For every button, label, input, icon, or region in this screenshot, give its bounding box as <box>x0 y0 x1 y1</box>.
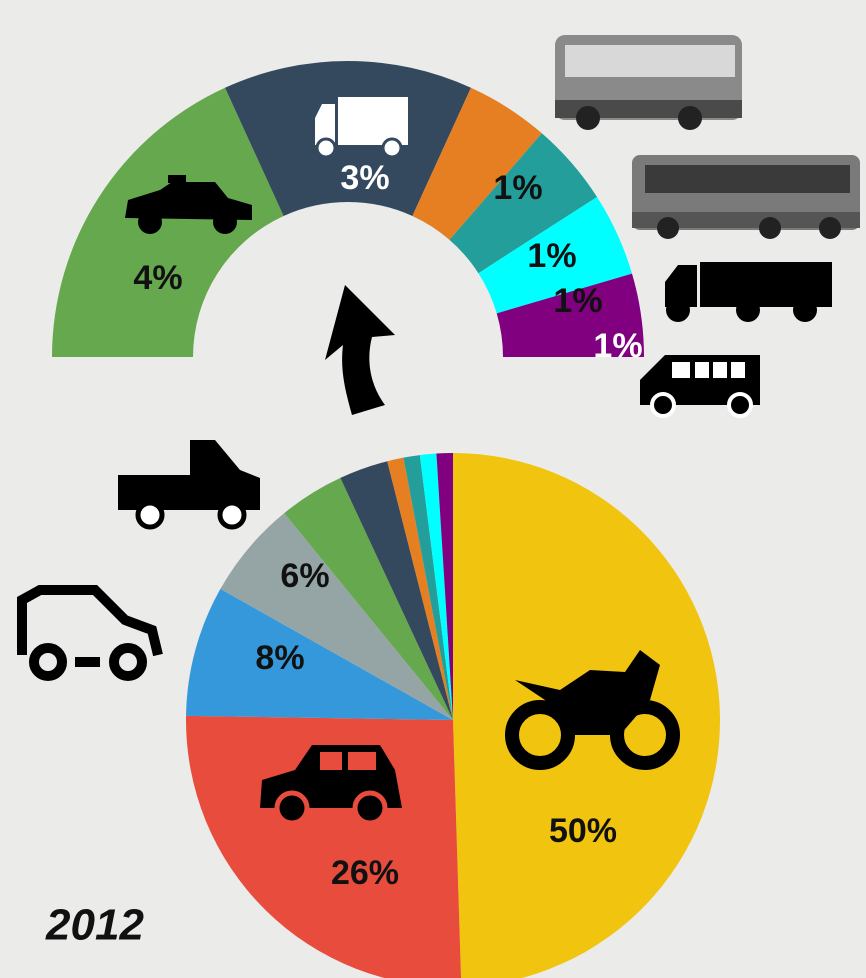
value-label: 1% <box>493 169 542 207</box>
slice <box>419 453 453 720</box>
value-label: 50% <box>549 812 617 850</box>
minibus-icon <box>640 355 760 418</box>
slice <box>403 455 453 720</box>
slice <box>284 477 453 720</box>
slice <box>436 453 453 720</box>
taxi-icon <box>125 175 252 234</box>
slice <box>340 461 453 720</box>
slice <box>496 273 644 357</box>
value-label: 4% <box>133 259 182 297</box>
slice <box>449 133 598 274</box>
suv-icon <box>17 585 163 681</box>
slice <box>387 457 453 720</box>
value-label: 1% <box>593 327 642 365</box>
value-label: 1% <box>553 282 602 320</box>
pickup-icon <box>118 440 260 530</box>
slice <box>220 513 453 720</box>
value-label: 6% <box>280 557 329 595</box>
slice <box>186 588 453 720</box>
slice <box>412 87 542 240</box>
value-label: 1% <box>527 237 576 275</box>
value-label: 8% <box>255 639 304 677</box>
bus-icon <box>555 35 742 130</box>
slice <box>478 196 633 314</box>
slice <box>52 87 284 357</box>
truck-icon <box>315 97 408 159</box>
value-label: 26% <box>331 854 399 892</box>
year-label: 2012 <box>45 901 144 950</box>
car-icon <box>260 745 402 826</box>
motorcycle-icon <box>505 650 680 770</box>
value-label: 3% <box>340 159 389 197</box>
pie-chart: 50% 26% 8% 6% <box>186 453 720 978</box>
lorry-icon <box>665 262 832 322</box>
articulated-bus-icon <box>632 155 860 239</box>
arrow-icon <box>325 285 395 415</box>
